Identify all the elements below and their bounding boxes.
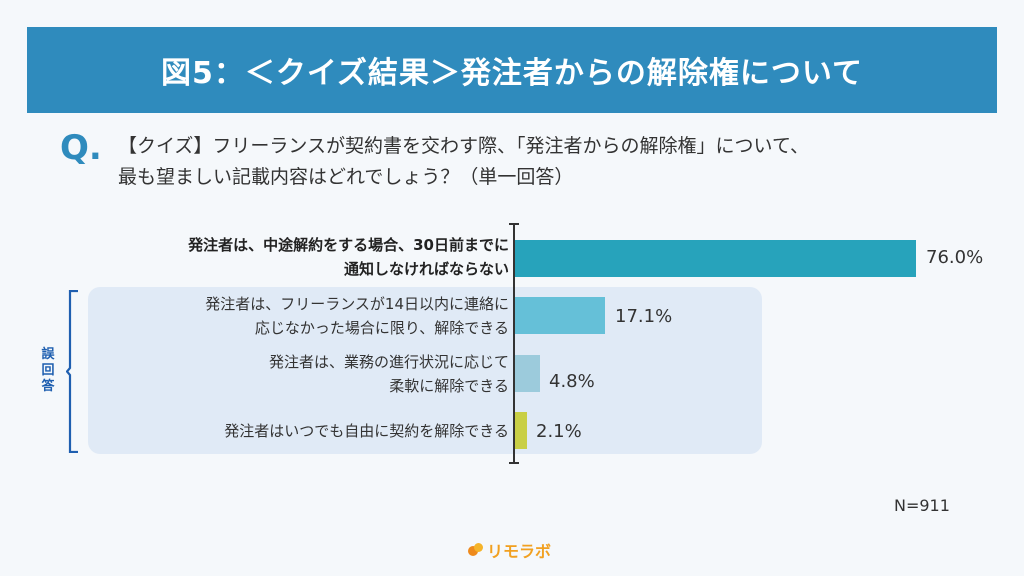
wrong-answers-box: [88, 287, 762, 454]
question-line-2: 最も望ましい記載内容はどれでしょう？（単一回答）: [118, 166, 574, 188]
bar-2: [515, 297, 605, 334]
row-label-line: 通知しなければならない: [343, 260, 509, 278]
bar-4: [515, 412, 527, 449]
row-label-line: 応じなかった場合に限り、解除できる: [254, 319, 509, 337]
row-label-line: 発注者は、中途解約をする場合、30日前までに: [188, 236, 509, 254]
row-label-4: 発注者はいつでも自由に契約を解除できる: [224, 419, 509, 443]
bar-3: [515, 355, 540, 392]
bar-value-3: 4.8%: [549, 371, 595, 392]
title-banner: 図5：＜クイズ結果＞発注者からの解除権について: [27, 27, 997, 113]
bracket-icon: [66, 290, 78, 453]
row-label-3: 発注者は、業務の進行状況に応じて 柔軟に解除できる: [269, 350, 509, 398]
bar-1: [515, 240, 916, 277]
y-axis-line: [513, 224, 515, 463]
logo-dots-icon: [468, 543, 484, 557]
row-label-line: 発注者はいつでも自由に契約を解除できる: [224, 422, 509, 440]
brand-logo: リモラボ: [468, 538, 551, 562]
row-label-line: 発注者は、フリーランスが14日以内に連絡に: [205, 295, 509, 313]
bar-value-4: 2.1%: [536, 421, 582, 442]
row-label-line: 発注者は、業務の進行状況に応じて: [268, 353, 509, 371]
axis-bottom-cap: [509, 462, 519, 464]
chart-title: 図5：＜クイズ結果＞発注者からの解除権について: [160, 56, 864, 91]
wrong-label-char: 回: [41, 363, 55, 378]
bar-value-2: 17.1%: [615, 306, 673, 327]
row-label-line: 柔軟に解除できる: [389, 377, 509, 395]
row-label-1: 発注者は、中途解約をする場合、30日前までに 通知しなければならない: [188, 233, 509, 281]
axis-top-cap: [509, 223, 519, 225]
wrong-label-char: 誤: [41, 347, 55, 362]
wrong-answers-label: 誤 回 答: [38, 347, 58, 395]
bar-value-1: 76.0%: [926, 247, 984, 268]
sample-size-label: N=911: [894, 496, 950, 515]
row-label-2: 発注者は、フリーランスが14日以内に連絡に 応じなかった場合に限り、解除できる: [205, 292, 509, 340]
question-marker-icon: Q.: [60, 128, 102, 168]
question-text: 【クイズ】フリーランスが契約書を交わす際、「発注者からの解除権」について、 最も…: [118, 131, 809, 193]
logo-text: リモラボ: [487, 542, 552, 561]
question-line-1: 【クイズ】フリーランスが契約書を交わす際、「発注者からの解除権」について、: [118, 135, 810, 157]
question-marker-dot: .: [88, 128, 102, 168]
wrong-label-char: 答: [41, 379, 55, 394]
question-marker-letter: Q: [60, 128, 89, 168]
